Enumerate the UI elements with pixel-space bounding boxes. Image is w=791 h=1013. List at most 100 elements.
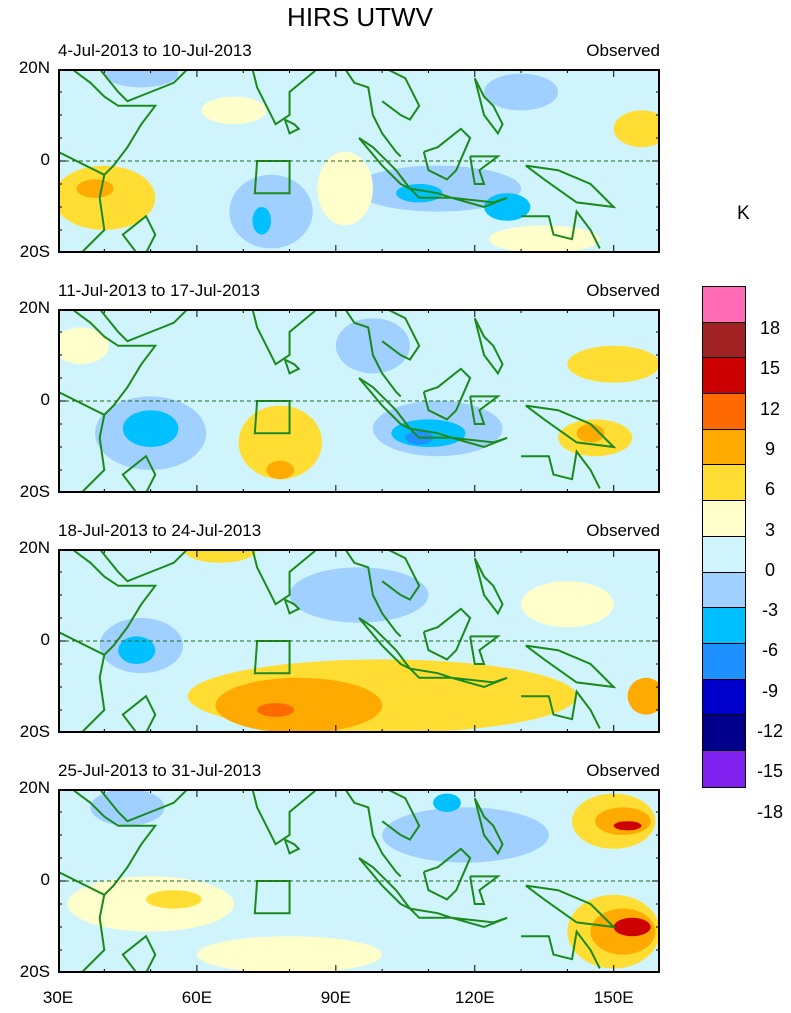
coastline: [121, 934, 157, 973]
anomaly-contour: [58, 165, 156, 230]
colorbar-swatch: [703, 322, 745, 359]
y-tick-label: 20S: [19, 722, 50, 741]
coastline: [71, 309, 158, 416]
coastline: [473, 77, 504, 136]
colorbar-swatch: [703, 643, 745, 680]
y-tick-label: 20N: [18, 778, 50, 797]
colorbar: [702, 286, 746, 788]
panel-frame: [58, 549, 660, 733]
coastline: [98, 789, 189, 823]
anomaly-contour: [104, 69, 179, 88]
coastline: [283, 358, 301, 375]
coastline: [469, 875, 501, 905]
coastline: [521, 689, 601, 729]
coastline: [525, 644, 617, 689]
map-panel: [58, 309, 660, 493]
colorbar-swatch: [703, 358, 745, 395]
colorbar-label: 15: [759, 358, 781, 379]
coastline: [409, 427, 452, 439]
anomaly-contour: [76, 179, 114, 198]
anomaly-contour: [613, 821, 642, 831]
coastline: [473, 317, 504, 376]
coastline: [251, 69, 318, 126]
coastline: [344, 309, 402, 398]
anomaly-contour: [627, 677, 660, 715]
anomaly-contour: [58, 327, 109, 365]
coastline: [473, 557, 504, 616]
coastline: [521, 209, 601, 249]
colorbar-swatch: [703, 501, 745, 537]
panel-title: 4-Jul-2013 to 10-Jul-2013: [58, 41, 252, 60]
colorbar-label: 18: [759, 318, 781, 338]
colorbar-label: 9: [764, 438, 775, 459]
anomaly-contour: [266, 460, 295, 480]
y-tick-label: 0: [40, 150, 50, 169]
y-tick-label: 20N: [18, 538, 50, 557]
coastline: [473, 797, 504, 856]
anomaly-contour: [118, 636, 156, 664]
coastline: [283, 118, 301, 135]
coastline: [58, 150, 106, 253]
anomaly-contour: [122, 410, 179, 447]
y-tick-label: 0: [40, 870, 50, 889]
coastline: [451, 676, 508, 689]
anomaly-contour: [521, 581, 614, 628]
coastline: [381, 789, 421, 841]
colorbar-swatch: [703, 608, 745, 644]
panel-frame: [58, 789, 660, 973]
coastline: [521, 449, 601, 489]
colorbar-swatch: [703, 750, 745, 787]
coastline: [58, 870, 106, 973]
colorbar-label: -3: [761, 600, 778, 621]
colorbar-swatch: [703, 536, 745, 573]
coastline: [469, 635, 501, 665]
coastline: [251, 549, 318, 606]
coastline: [422, 847, 472, 901]
x-tick-label: 90E: [320, 988, 351, 1007]
anomaly-contour: [433, 793, 461, 812]
anomaly-contour: [215, 677, 383, 733]
coastline: [358, 617, 411, 670]
anomaly-contour: [196, 936, 383, 973]
anomaly-contour: [484, 73, 559, 111]
coastline: [251, 789, 318, 846]
coastline: [58, 390, 106, 493]
coastline: [71, 69, 158, 176]
coastline: [521, 929, 601, 969]
x-tick-label: 30E: [42, 988, 74, 1007]
colorbar-label: -6: [761, 640, 778, 661]
coastline: [98, 309, 189, 343]
map-panel: [58, 789, 660, 973]
colorbar-swatch: [703, 429, 745, 466]
coastline: [525, 164, 617, 209]
anomaly-contour: [289, 567, 429, 623]
coastline: [121, 214, 157, 253]
coastline: [422, 127, 472, 181]
coastline: [344, 789, 402, 878]
coastline: [71, 549, 158, 656]
anomaly-contour: [567, 345, 660, 383]
coastline: [358, 857, 411, 910]
anomaly-contour: [484, 193, 531, 221]
anomaly-contour: [317, 151, 373, 226]
coastline: [344, 549, 402, 638]
coastline: [98, 69, 189, 103]
x-tick-label: 120E: [454, 988, 495, 1007]
figure-title: HIRS UTWV: [287, 2, 433, 32]
y-tick-label: 20S: [19, 482, 50, 501]
colorbar-swatch: [703, 679, 745, 716]
anomaly-contour: [382, 807, 549, 863]
coastline: [381, 69, 421, 121]
coastline: [283, 838, 301, 855]
anomaly-contour: [613, 917, 651, 937]
coastline: [121, 694, 157, 733]
coastline: [469, 155, 501, 185]
coastline: [469, 395, 501, 425]
coastline: [525, 884, 617, 929]
anomaly-contour: [488, 225, 600, 253]
coastline: [422, 367, 472, 421]
panel-label: Observed: [586, 41, 660, 60]
x-tick-label: 150E: [593, 988, 634, 1007]
colorbar-label: 3: [764, 519, 775, 540]
colorbar-units: K: [737, 203, 750, 224]
